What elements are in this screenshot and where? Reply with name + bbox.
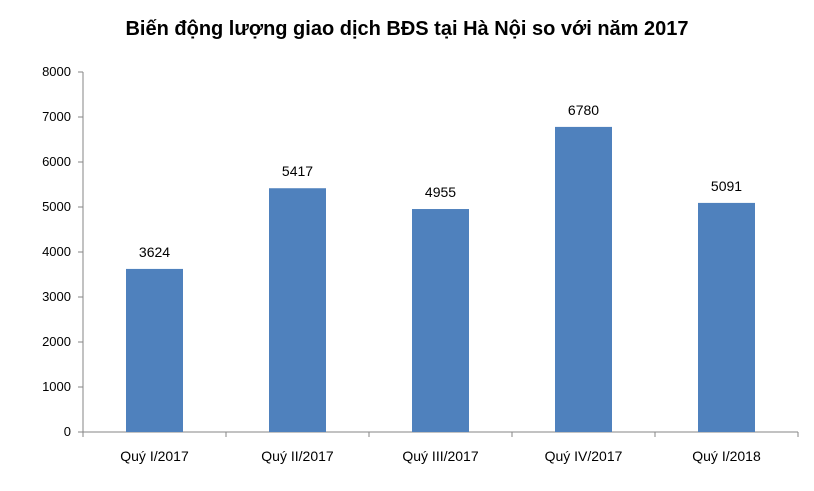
bar[interactable] — [555, 126, 612, 433]
y-tick-label: 7000 — [42, 109, 71, 124]
y-tick-label: 3000 — [42, 289, 71, 304]
data-label: 5091 — [711, 178, 742, 194]
y-tick-label: 5000 — [42, 199, 71, 214]
y-tick-label: 2000 — [42, 334, 71, 349]
data-label: 5417 — [282, 163, 313, 179]
x-tick-label: Quý I/2018 — [692, 448, 761, 464]
y-tick-label: 4000 — [42, 244, 71, 259]
x-tick-label: Quý II/2017 — [261, 448, 334, 464]
bar[interactable] — [126, 268, 183, 432]
y-tick-label: 0 — [64, 424, 71, 439]
bar[interactable] — [698, 202, 755, 432]
data-label: 6780 — [568, 102, 599, 118]
y-tick-label: 8000 — [42, 64, 71, 79]
chart-title: Biến động lượng giao dịch BĐS tại Hà Nội… — [125, 18, 689, 40]
data-label: 4955 — [425, 184, 456, 200]
y-tick-label: 1000 — [42, 379, 71, 394]
bar[interactable] — [412, 209, 469, 432]
x-tick-label: Quý I/2017 — [120, 448, 189, 464]
y-tick-label: 6000 — [42, 154, 71, 169]
bar[interactable] — [269, 188, 326, 432]
data-label: 3624 — [139, 244, 170, 260]
x-tick-label: Quý III/2017 — [402, 448, 478, 464]
x-tick-label: Quý IV/2017 — [545, 448, 623, 464]
